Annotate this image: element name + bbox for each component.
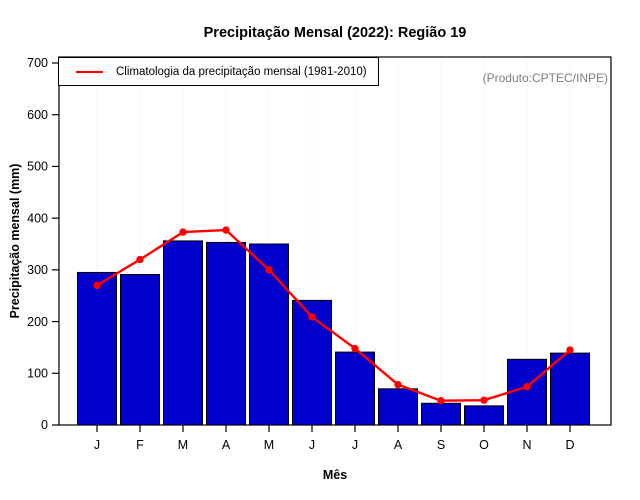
x-tick-label-5-M: M [264, 438, 274, 452]
x-tick-label-12-D: D [565, 438, 574, 452]
bar-12-D [550, 352, 590, 426]
climatology-point-5-M [265, 266, 273, 274]
x-axis-label: Mês [322, 468, 348, 482]
x-tick-label-9-S: S [437, 438, 445, 452]
bar-6-J [292, 299, 332, 426]
x-tick-label-8-A: A [394, 438, 403, 452]
y-tick-label-700: 700 [27, 56, 48, 70]
climatology-point-6-J [308, 313, 316, 321]
climatology-point-3-M [179, 228, 187, 236]
climatology-line [96, 228, 571, 402]
bar-7-J [335, 351, 375, 426]
bar-5-M [249, 243, 289, 426]
y-tick-label-400: 400 [27, 211, 48, 225]
climatology-point-1-J [93, 281, 101, 290]
legend-box: Climatologia da precipitação mensal (198… [58, 57, 379, 86]
y-tick-label-200: 200 [27, 315, 48, 329]
bar-1-J [77, 271, 117, 426]
climatology-point-4-A [222, 226, 230, 234]
chart-title: Precipitação Mensal (2022): Região 19 [203, 25, 467, 41]
legend-label: Climatologia da precipitação mensal (198… [116, 65, 367, 78]
x-tick-label-10-O: O [479, 438, 489, 452]
y-tick-label-100: 100 [27, 366, 48, 380]
y-tick-label-600: 600 [27, 108, 48, 122]
bar-9-S [421, 402, 461, 426]
climatology-point-11-N [523, 383, 531, 391]
y-tick-label-500: 500 [27, 160, 48, 174]
x-tick-label-6-J: J [309, 438, 315, 452]
legend-line-sample-icon [76, 70, 103, 73]
x-tick-label-1-J: J [94, 438, 100, 452]
bar-3-M [163, 240, 203, 426]
bar-4-A [206, 241, 246, 426]
x-tick-label-4-A: A [222, 438, 231, 452]
climatology-point-10-O [480, 396, 488, 404]
x-tick-label-7-J: J [352, 438, 358, 452]
climatology-point-12-D [566, 346, 574, 354]
x-tick-label-2-F: F [136, 438, 144, 452]
climatology-point-8-A [394, 380, 402, 389]
bar-10-O [464, 405, 504, 426]
climatology-point-7-J [351, 344, 359, 353]
bar-8-A [378, 388, 418, 426]
y-tick-label-300: 300 [27, 263, 48, 277]
bar-2-F [120, 274, 160, 426]
x-tick-label-3-M: M [178, 438, 188, 452]
climatology-point-2-F [136, 255, 144, 264]
y-axis-label: Precipitação mensal (mm) [8, 163, 22, 319]
climatology-point-9-S [437, 396, 445, 405]
x-tick-label-11-N: N [522, 438, 531, 452]
y-tick-label-0: 0 [41, 418, 48, 432]
bar-11-N [507, 358, 547, 426]
product-credit-text: (Produto:CPTEC/INPE) [482, 71, 608, 85]
